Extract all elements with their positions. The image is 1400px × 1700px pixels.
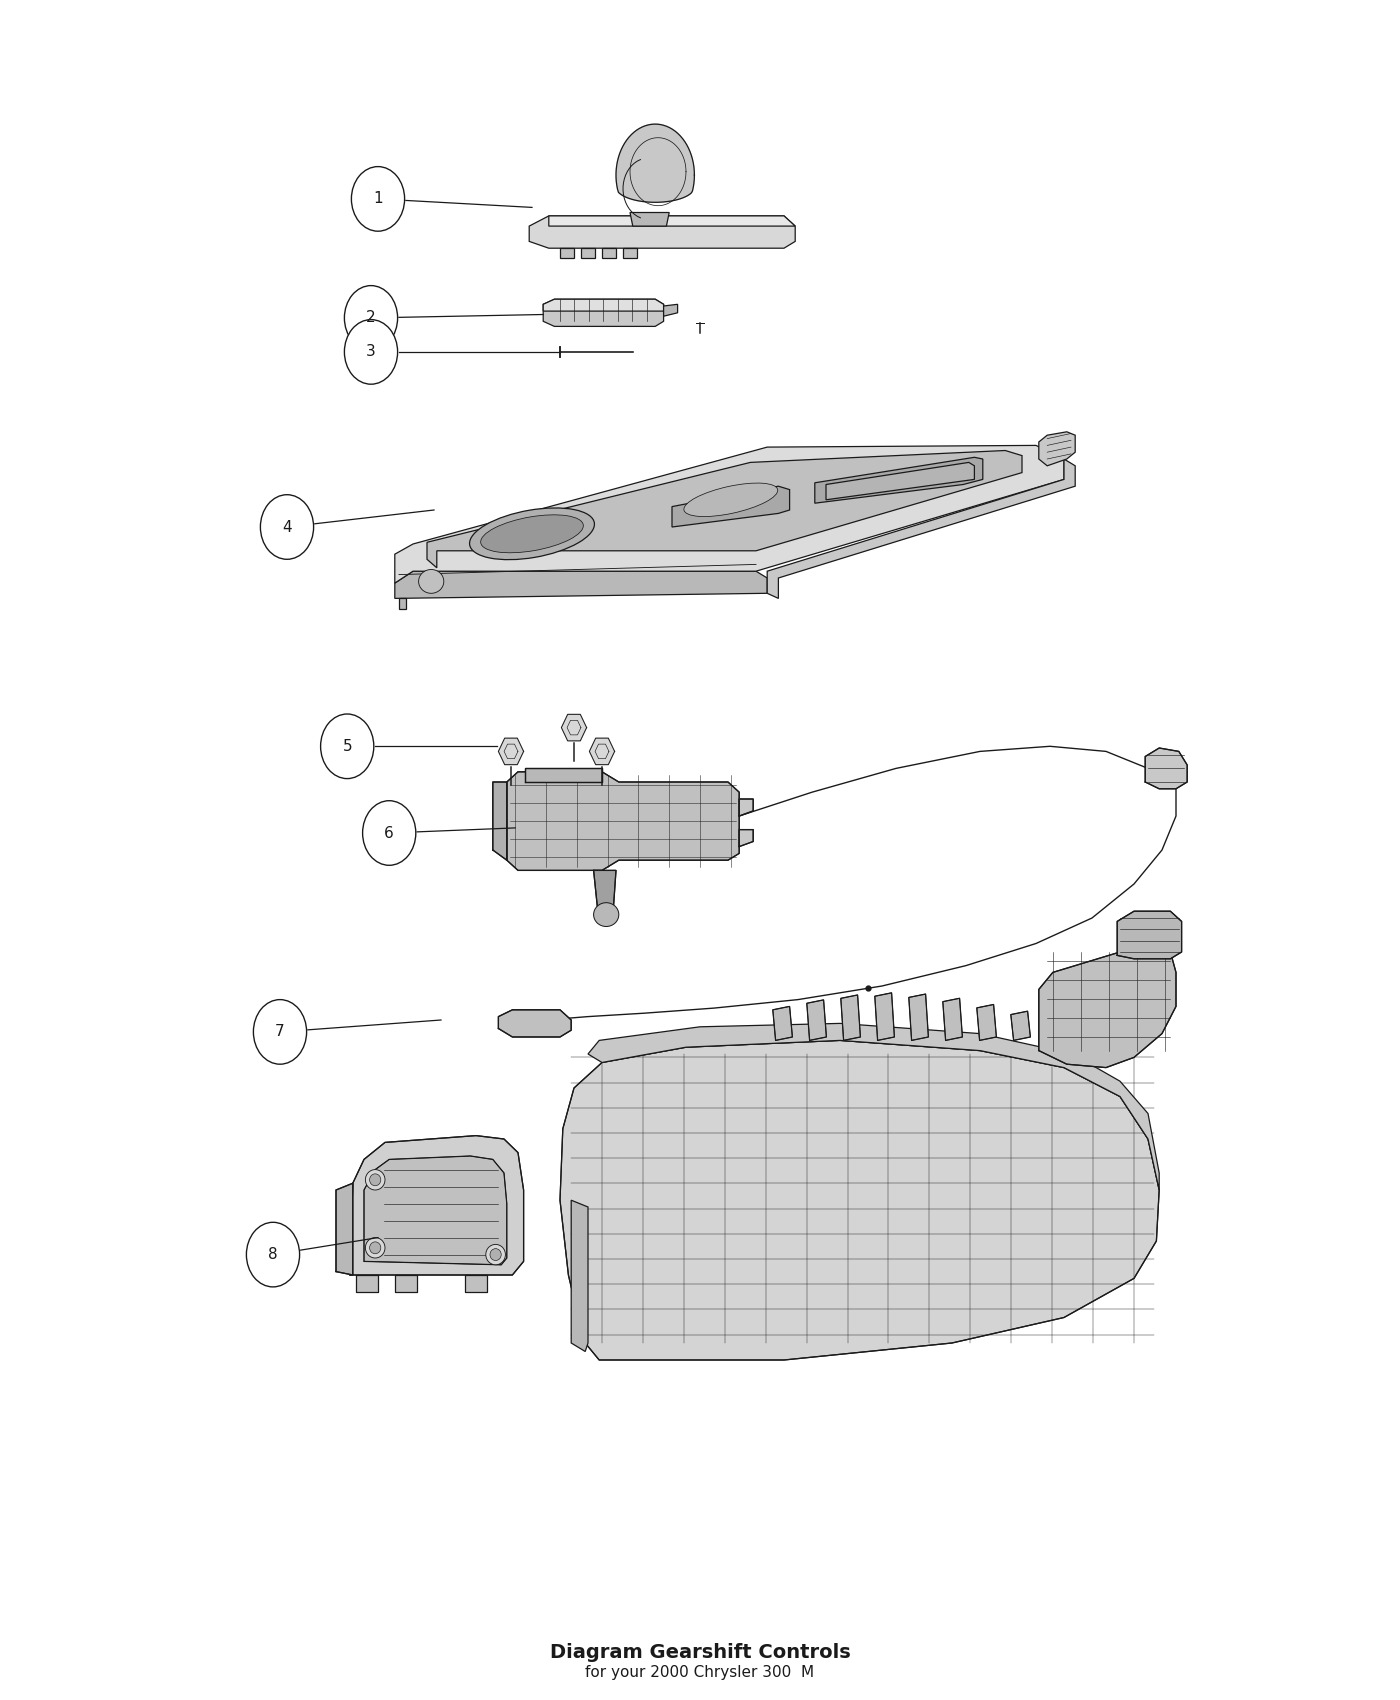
Polygon shape [588,1023,1159,1190]
Polygon shape [1117,911,1182,959]
Ellipse shape [419,570,444,593]
Polygon shape [739,799,753,816]
Polygon shape [399,598,406,609]
Polygon shape [571,1200,588,1352]
Circle shape [246,1222,300,1287]
Polygon shape [875,993,895,1040]
Circle shape [321,714,374,779]
Circle shape [344,286,398,350]
Polygon shape [942,998,962,1040]
Text: 2: 2 [367,311,375,325]
Circle shape [253,1000,307,1064]
Polygon shape [630,212,669,226]
Polygon shape [806,1000,826,1040]
Ellipse shape [594,903,619,927]
Polygon shape [815,457,983,503]
Polygon shape [623,248,637,258]
Ellipse shape [370,1173,381,1187]
Polygon shape [543,299,664,326]
Ellipse shape [370,1241,381,1255]
Polygon shape [581,248,595,258]
Text: for your 2000 Chrysler 300  M: for your 2000 Chrysler 300 M [585,1666,815,1680]
Polygon shape [356,1275,378,1292]
Polygon shape [561,714,587,741]
Polygon shape [507,772,739,870]
Polygon shape [826,462,974,500]
Text: 6: 6 [385,826,393,840]
Polygon shape [773,1006,792,1040]
Polygon shape [560,1040,1159,1360]
Polygon shape [841,994,861,1040]
Polygon shape [672,486,790,527]
Polygon shape [1011,1012,1030,1040]
Polygon shape [395,571,767,598]
Polygon shape [594,870,616,911]
Polygon shape [549,216,795,226]
Polygon shape [664,304,678,316]
Text: 5: 5 [343,740,351,753]
Ellipse shape [490,1248,501,1261]
Text: 7: 7 [276,1025,284,1039]
Polygon shape [493,782,507,860]
Polygon shape [767,459,1075,598]
Ellipse shape [683,483,778,517]
Polygon shape [465,1275,487,1292]
Ellipse shape [486,1244,505,1265]
Circle shape [351,167,405,231]
Polygon shape [560,248,574,258]
Polygon shape [739,830,753,847]
Polygon shape [602,248,616,258]
Polygon shape [350,1136,524,1275]
Ellipse shape [469,508,595,559]
Polygon shape [1145,748,1187,789]
Text: 4: 4 [283,520,291,534]
Polygon shape [336,1183,353,1275]
Polygon shape [1039,945,1176,1068]
Polygon shape [395,1275,417,1292]
Polygon shape [525,768,602,782]
Ellipse shape [365,1238,385,1258]
Polygon shape [427,450,1022,568]
Text: 8: 8 [269,1248,277,1261]
Circle shape [260,495,314,559]
Polygon shape [529,216,795,248]
Circle shape [363,801,416,865]
Ellipse shape [365,1170,385,1190]
Polygon shape [589,738,615,765]
Text: 3: 3 [367,345,375,359]
Polygon shape [543,299,664,311]
Polygon shape [395,445,1064,583]
Text: Diagram Gearshift Controls: Diagram Gearshift Controls [550,1642,850,1663]
Polygon shape [498,1010,571,1037]
Polygon shape [498,738,524,765]
Ellipse shape [480,515,584,552]
Polygon shape [364,1156,507,1265]
Polygon shape [977,1005,997,1040]
Polygon shape [909,994,928,1040]
Polygon shape [616,124,694,202]
Text: 1: 1 [374,192,382,206]
Circle shape [344,320,398,384]
Polygon shape [1039,432,1075,466]
